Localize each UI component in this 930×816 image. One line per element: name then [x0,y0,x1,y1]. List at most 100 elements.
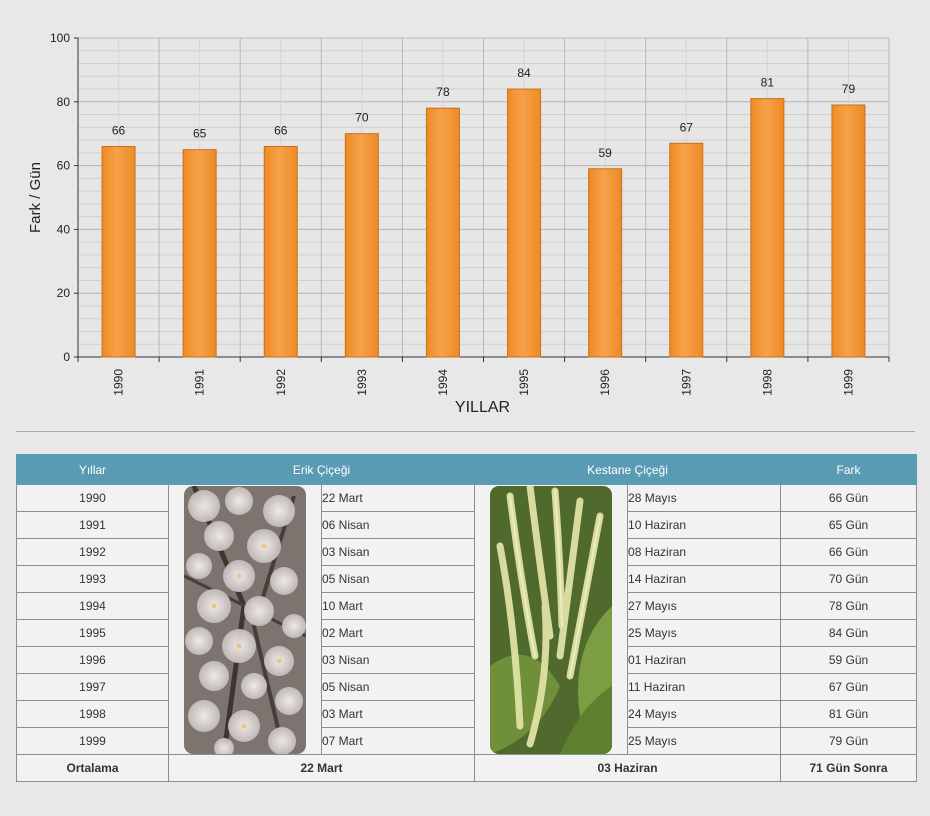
y-tick-label: 0 [63,350,70,364]
y-axis-title: Fark / Gün [27,162,44,233]
kestane-date: 08 Haziran [627,538,782,566]
fark-cell: 78 Gün [780,592,918,620]
x-tick-label: 1991 [193,369,207,396]
bar-value-label: 66 [112,123,126,137]
bar-value-label: 81 [761,76,775,90]
average-label: Ortalama [16,754,169,782]
table-row: 1991 06 Nisan 10 Haziran 65 Gün [16,511,918,539]
year-cell: 1998 [16,700,169,728]
table-row: 1997 05 Nisan 11 Haziran 67 Gün [16,673,918,701]
bar-value-label: 66 [274,123,288,137]
x-tick-label: 1993 [355,369,369,396]
table-row: 1990 [16,484,918,755]
erik-date: 10 Mart [320,592,476,620]
bar [101,145,136,358]
bar-value-label: 65 [193,127,207,141]
kestane-date: 25 Mayıs [627,727,782,755]
average-erik: 22 Mart [167,754,476,782]
x-tick-label: 1990 [112,369,126,396]
fark-cell: 70 Gün [780,565,918,593]
table-header-row: Yıllar Erik Çiçeği Kestane Çiçeği Fark [16,454,918,485]
year-cell: 1996 [16,646,169,674]
fark-cell: 66 Gün [780,538,918,566]
x-tick-label: 1992 [274,369,288,396]
table-row: 1992 03 Nisan 08 Haziran 66 Gün [16,538,918,566]
bar [669,142,704,358]
bar [507,88,542,358]
header-kestane: Kestane Çiçeği [474,454,782,485]
section-divider [16,431,915,432]
year-cell: 1993 [16,565,169,593]
fark-cell: 81 Gün [780,700,918,728]
erik-date: 07 Mart [320,727,476,755]
erik-date: 05 Nisan [320,565,476,593]
bloom-table: Yıllar Erik Çiçeği Kestane Çiçeği Fark 1… [16,454,918,782]
bar [344,133,379,358]
fark-cell: 67 Gün [780,673,918,701]
average-fark: 71 Gün Sonra [780,754,918,782]
year-cell: 1990 [16,484,169,512]
bar [263,145,298,358]
bar [588,168,623,358]
erik-date: 22 Mart [320,484,476,512]
kestane-date: 01 Haziran [627,646,782,674]
erik-date: 02 Mart [320,619,476,647]
table-row: 1993 05 Nisan 14 Haziran 70 Gün [16,565,918,593]
erik-date: 03 Nisan [320,538,476,566]
fark-cell: 59 Gün [780,646,918,674]
y-tick-label: 80 [57,95,71,109]
x-tick-label: 1997 [679,369,693,396]
bar [182,149,217,358]
erik-date: 05 Nisan [320,673,476,701]
y-tick-label: 100 [50,31,70,45]
table-row: 1995 02 Mart 25 Mayıs 84 Gün [16,619,918,647]
average-row: Ortalama 22 Mart 03 Haziran 71 Gün Sonra [16,754,918,782]
chestnut-photo-cell [474,484,629,755]
plum-blossom-photo [184,485,306,754]
plum-photo-cell [168,484,322,755]
x-tick-label: 1994 [436,369,450,396]
kestane-date: 10 Haziran [627,511,782,539]
kestane-date: 28 Mayıs [627,484,782,512]
table-row: 1998 03 Mart 24 Mayıs 81 Gün [16,700,918,728]
x-tick-label: 1995 [517,369,531,396]
fark-cell: 84 Gün [780,619,918,647]
year-cell: 1991 [16,511,169,539]
y-tick-label: 20 [57,286,71,300]
bar-value-label: 67 [680,120,694,134]
erik-date: 03 Nisan [320,646,476,674]
x-tick-label: 1999 [841,369,855,396]
erik-date: 06 Nisan [320,511,476,539]
kestane-date: 24 Mayıs [627,700,782,728]
bar [750,98,785,358]
y-tick-label: 40 [57,222,71,236]
header-fark: Fark [780,454,918,485]
bar-value-label: 70 [355,111,369,125]
erik-date: 03 Mart [320,700,476,728]
year-cell: 1994 [16,592,169,620]
kestane-date: 14 Haziran [627,565,782,593]
table-row: 1996 03 Nisan 01 Haziran 59 Gün [16,646,918,674]
fark-cell: 79 Gün [780,727,918,755]
year-cell: 1992 [16,538,169,566]
kestane-date: 25 Mayıs [627,619,782,647]
year-cell: 1997 [16,673,169,701]
header-erik: Erik Çiçeği [167,454,476,485]
x-tick-label: 1998 [760,369,774,396]
chestnut-blossom-photo [490,485,613,754]
year-cell: 1995 [16,619,169,647]
bar-value-label: 59 [598,146,612,160]
fark-cell: 66 Gün [780,484,918,512]
bar-chart: 0 20 40 60 80 100 66 1990 65 1991 66 1992 70 1993 78 19… [27,31,890,416]
kestane-date: 27 Mayıs [627,592,782,620]
kestane-date: 11 Haziran [627,673,782,701]
x-tick-label: 1996 [598,369,612,396]
bar-value-label: 84 [517,66,531,80]
table-row: 1999 07 Mart 25 Mayıs 79 Gün [16,727,918,755]
x-axis-title: YILLAR [455,399,510,416]
bar-value-label: 78 [436,85,450,99]
y-tick-label: 60 [57,159,71,173]
average-kestane: 03 Haziran [474,754,782,782]
year-cell: 1999 [16,727,169,755]
fark-cell: 65 Gün [780,511,918,539]
